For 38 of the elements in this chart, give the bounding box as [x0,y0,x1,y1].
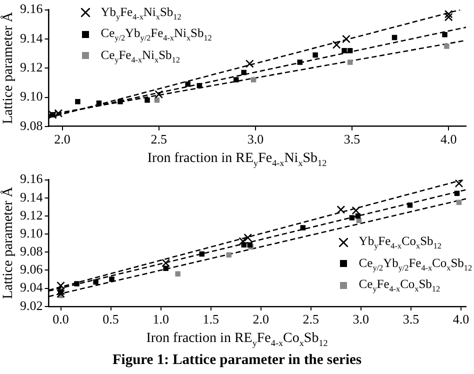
y-tick-label: 9.12 [20,207,43,222]
x-tick-label: 2.0 [54,132,70,147]
legend-label: Ce$_{y}$Fe$_{4-x}$Co$_{x}$Sb$_{12}$ [358,277,440,294]
x-tick-label: 2.5 [302,312,320,327]
x-tick-label: 3.0 [247,132,264,147]
x-axis-title: Iron fraction in RE$_{y}$Fe$_{4-x}$Co$_{x}$Sb$_{12}$ [145,331,329,348]
y-tick-label: 9.10 [20,225,43,240]
y-tick-label: 9.02 [20,298,43,313]
x-tick-label: 3.5 [402,312,420,327]
x-tick-label: 0.0 [52,312,69,327]
y-tick-label: 9.16 [20,1,44,16]
x-tick-label: 3.0 [352,312,370,327]
x-tick-label: 1.5 [202,312,219,327]
legend-label: Yb$_{y}$Fe$_{4-x}$Co$_{x}$Sb$_{12}$ [358,234,442,251]
x-tick-label: 4.0 [452,312,470,327]
y-tick-label: 9.14 [20,30,44,46]
x-tick-label: 1.0 [152,312,169,327]
y-axis-title: Lattice parameter Å [1,187,17,300]
legend-label: Yb$_{y}$Fe$_{4-x}$Ni$_{x}$Sb$_{12}$ [100,4,182,22]
legend-label: Ce$_{y}$Fe$_{4-x}$Ni$_{x}$Sb$_{12}$ [100,48,180,64]
x-tick-label: 4.0 [440,132,457,147]
y-tick-label: 9.10 [20,88,43,104]
x-tick-label: 0.5 [102,312,119,327]
x-tick-label: 2.0 [252,312,269,327]
text: Ce$_{y/2}$Yb$_{y/2}$Fe$_{4-x}$Ni$_{x}$Sb$_{12}$ [100,26,212,43]
y-tick-label: 9.14 [20,189,44,204]
caption: Figure 1: Lattice parameter in the series [111,352,363,369]
y-tick-label: 9.08 [20,118,43,133]
y-tick-label: 9.12 [20,60,43,75]
x-axis-title: Iron fraction in RE$_{y}$Fe$_{4-x}$Ni$_{x}$Sb$_{12}$ [146,151,328,168]
y-tick-label: 9.08 [20,244,43,259]
y-tick-label: 9.04 [20,280,44,295]
x-tick-label: 2.5 [150,132,167,147]
y-axis-title: Lattice parameter Å [1,12,17,124]
y-tick-label: 9.16 [20,171,44,186]
y-tick-label: 9.06 [20,262,44,277]
text: Ce$_{y/2}$Yb$_{y/2}$Fe$_{4-x}$Co$_{x}$Sb$_{12}$ [358,256,472,272]
x-tick-label: 3.5 [344,132,360,147]
